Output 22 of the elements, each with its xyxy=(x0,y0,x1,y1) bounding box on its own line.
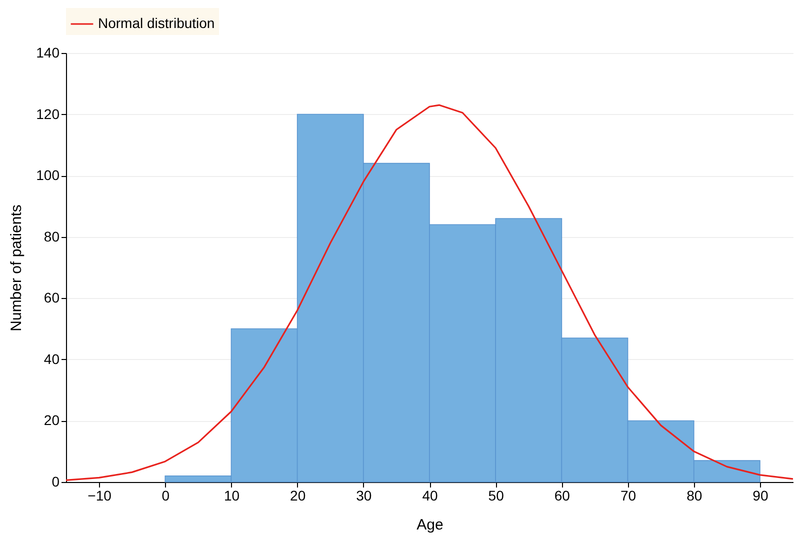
x-tick-label: −10 xyxy=(88,488,112,504)
y-tick-label: 120 xyxy=(36,106,60,122)
x-tick-label: 30 xyxy=(356,488,372,504)
y-tick-label: 80 xyxy=(44,228,60,244)
y-tick-label: 40 xyxy=(44,350,60,367)
x-tick-label: 0 xyxy=(162,488,170,504)
legend-label: Normal distribution xyxy=(98,15,215,31)
x-axis-title: Age xyxy=(416,516,444,534)
x-tick-label: 80 xyxy=(686,488,702,504)
y-tick-label: 140 xyxy=(36,44,60,60)
y-tick-label: 60 xyxy=(44,290,60,306)
x-tick-label: 50 xyxy=(488,488,504,504)
y-tick-label: 100 xyxy=(36,167,60,184)
x-tick-label: 20 xyxy=(290,488,306,504)
y-axis-title: Number of patients xyxy=(8,204,26,332)
x-tick-label: 70 xyxy=(620,488,636,504)
x-tick-label: 60 xyxy=(554,488,570,504)
x-tick-label: 90 xyxy=(752,488,768,504)
x-tick-label: 40 xyxy=(422,488,438,504)
x-tick-label: 10 xyxy=(224,488,240,504)
y-tick-label: 20 xyxy=(44,412,60,428)
y-tick-label: 0 xyxy=(52,474,60,490)
